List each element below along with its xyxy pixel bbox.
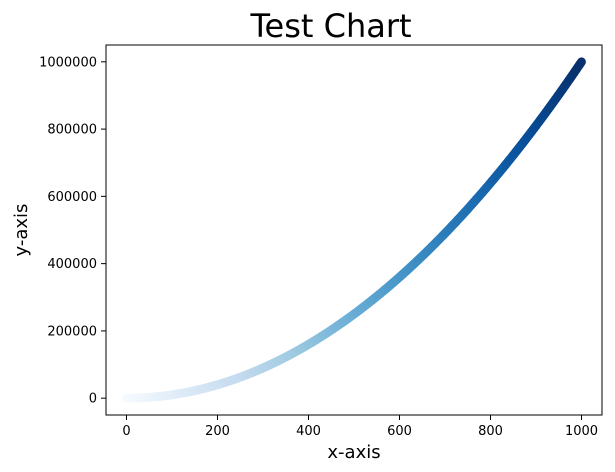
y-tick-label: 200000 [47, 324, 97, 339]
x-tick-label: 800 [478, 424, 503, 439]
y-tick-label: 400000 [47, 257, 97, 272]
x-tick-label: 200 [205, 424, 230, 439]
x-axis-ticks: 0 200 400 600 800 1000 [122, 415, 598, 439]
x-tick-label: 600 [387, 424, 412, 439]
data-point [577, 57, 586, 67]
plot-area [106, 45, 602, 415]
y-tick-label: 800000 [47, 123, 97, 138]
plot-frame [105, 44, 603, 416]
x-tick-label: 0 [122, 424, 130, 439]
x-axis-label: x-axis [327, 442, 380, 463]
chart-title: Test Chart [249, 7, 411, 45]
y-tick-label: 1000000 [39, 55, 97, 70]
x-tick-label: 400 [296, 424, 321, 439]
x-tick-label: 1000 [565, 424, 598, 439]
y-axis-label: y-axis [11, 204, 32, 257]
y-axis-ticks: 0 200000 400000 600000 800000 1000000 [39, 55, 106, 407]
y-tick-label: 600000 [47, 190, 97, 205]
y-tick-label: 0 [89, 392, 97, 407]
data-points [122, 57, 586, 403]
